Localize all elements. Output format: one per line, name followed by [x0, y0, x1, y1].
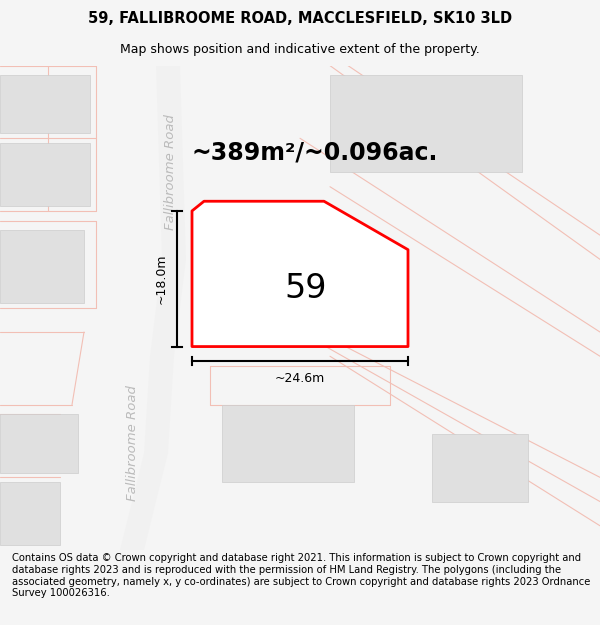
Bar [0, 75, 90, 133]
Bar [216, 211, 306, 279]
Text: ~24.6m: ~24.6m [275, 371, 325, 384]
Bar [0, 230, 84, 303]
Bar [432, 434, 528, 501]
Text: ~18.0m: ~18.0m [155, 254, 168, 304]
Text: 59: 59 [285, 272, 327, 305]
Text: ~389m²/~0.096ac.: ~389m²/~0.096ac. [192, 141, 439, 165]
Text: 59, FALLIBROOME ROAD, MACCLESFIELD, SK10 3LD: 59, FALLIBROOME ROAD, MACCLESFIELD, SK10… [88, 11, 512, 26]
Bar [0, 143, 90, 206]
Bar [0, 414, 78, 472]
Bar [330, 75, 522, 172]
Text: Contains OS data © Crown copyright and database right 2021. This information is : Contains OS data © Crown copyright and d… [12, 553, 590, 598]
Bar [0, 482, 60, 545]
Polygon shape [192, 201, 408, 346]
Text: Map shows position and indicative extent of the property.: Map shows position and indicative extent… [120, 42, 480, 56]
Text: Fallibroome Road: Fallibroome Road [125, 386, 139, 501]
Polygon shape [120, 66, 186, 550]
Text: Fallibroome Road: Fallibroome Road [164, 114, 178, 230]
Bar [222, 405, 354, 482]
